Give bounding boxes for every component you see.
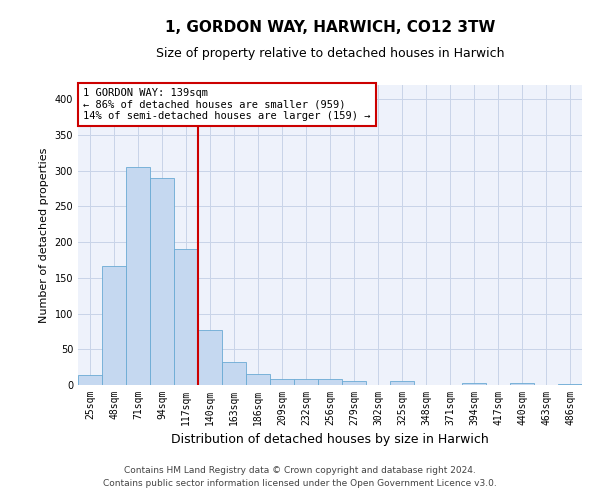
Bar xyxy=(342,382,366,385)
Bar xyxy=(198,330,222,385)
Bar xyxy=(102,266,126,385)
X-axis label: Distribution of detached houses by size in Harwich: Distribution of detached houses by size … xyxy=(171,434,489,446)
Bar xyxy=(150,178,174,385)
Bar xyxy=(78,375,102,385)
Bar xyxy=(294,380,318,385)
Bar xyxy=(270,378,294,385)
Text: Contains HM Land Registry data © Crown copyright and database right 2024.
Contai: Contains HM Land Registry data © Crown c… xyxy=(103,466,497,487)
Bar xyxy=(318,380,342,385)
Bar xyxy=(126,167,150,385)
Bar xyxy=(174,248,198,385)
Bar xyxy=(558,384,582,385)
Bar xyxy=(390,382,414,385)
Bar xyxy=(510,383,534,385)
Text: Size of property relative to detached houses in Harwich: Size of property relative to detached ho… xyxy=(156,48,504,60)
Bar xyxy=(462,383,486,385)
Bar xyxy=(222,362,246,385)
Y-axis label: Number of detached properties: Number of detached properties xyxy=(39,148,49,322)
Text: 1 GORDON WAY: 139sqm
← 86% of detached houses are smaller (959)
14% of semi-deta: 1 GORDON WAY: 139sqm ← 86% of detached h… xyxy=(83,88,371,121)
Bar xyxy=(246,374,270,385)
Text: 1, GORDON WAY, HARWICH, CO12 3TW: 1, GORDON WAY, HARWICH, CO12 3TW xyxy=(165,20,495,35)
